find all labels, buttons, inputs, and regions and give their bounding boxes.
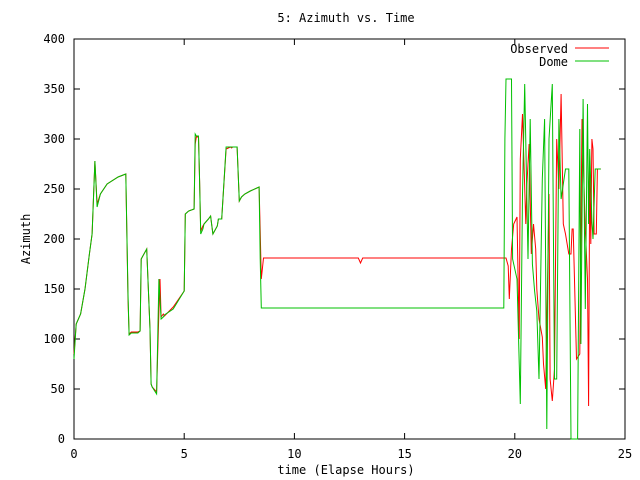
x-tick-label: 10 <box>287 447 301 461</box>
y-tick-label: 100 <box>43 332 65 346</box>
y-axis-ticks: 0 50 100 150 200 250 300 350 400 <box>43 32 625 446</box>
y-tick-label: 200 <box>43 232 65 246</box>
series-lines <box>73 78 601 440</box>
y-tick-label: 350 <box>43 82 65 96</box>
x-tick-label: 20 <box>508 447 522 461</box>
legend-label-dome: Dome <box>539 55 568 69</box>
y-tick-label: 400 <box>43 32 65 46</box>
x-axis-label: time (Elapse Hours) <box>277 463 414 477</box>
x-axis-ticks: 0 5 10 15 20 25 <box>70 39 632 461</box>
x-tick-label: 15 <box>397 447 411 461</box>
y-tick-label: 0 <box>58 432 65 446</box>
x-tick-label: 5 <box>181 447 188 461</box>
legend: Observed Dome <box>510 42 609 69</box>
y-tick-label: 150 <box>43 282 65 296</box>
y-tick-label: 300 <box>43 132 65 146</box>
chart-title: 5: Azimuth vs. Time <box>277 11 414 25</box>
legend-label-observed: Observed <box>510 42 568 56</box>
x-tick-label: 25 <box>618 447 632 461</box>
series-line-dome <box>73 78 601 440</box>
y-tick-label: 50 <box>51 382 65 396</box>
x-tick-label: 0 <box>70 447 77 461</box>
y-tick-label: 250 <box>43 182 65 196</box>
y-axis-label: Azimuth <box>19 214 33 265</box>
